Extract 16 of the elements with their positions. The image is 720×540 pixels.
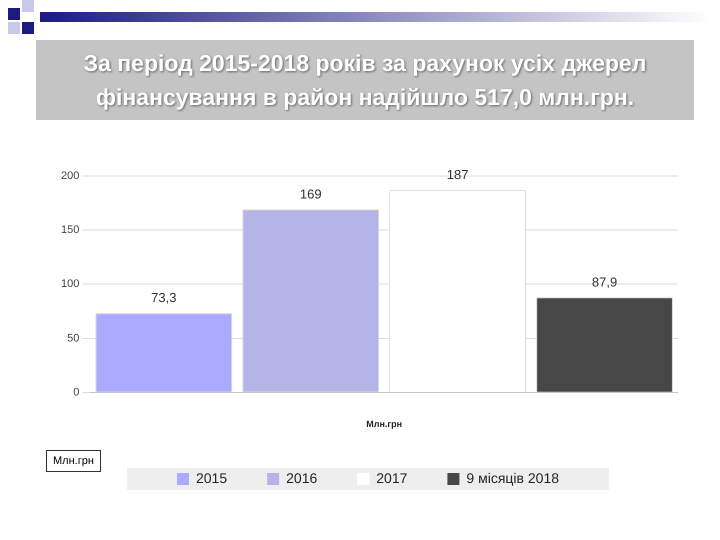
legend-label: 2015 — [196, 470, 228, 486]
data-label: 187 — [446, 167, 468, 182]
text: Млн.грн — [46, 450, 101, 472]
y-tick-label: 100 — [60, 278, 80, 290]
legend-label: 2017 — [376, 470, 408, 486]
data-label: 169 — [300, 186, 322, 202]
legend-label: 2016 — [286, 470, 318, 486]
data-label: 87,9 — [592, 274, 618, 290]
y-tick-label: 200 — [60, 170, 80, 182]
data-label: 73,3 — [151, 290, 176, 306]
x-axis-title: Млн.грн — [366, 419, 402, 430]
legend-label: 9 місяців 2018 — [466, 470, 560, 486]
y-tick-label: 150 — [60, 224, 80, 236]
y-tick-label: 0 — [73, 386, 80, 398]
chart-title: За період 2015-2018 років за рахунок усіх джерел фінансування в район надійшло 517,0 млн.грн. — [36, 40, 694, 120]
y-tick-label: 50 — [67, 332, 80, 344]
